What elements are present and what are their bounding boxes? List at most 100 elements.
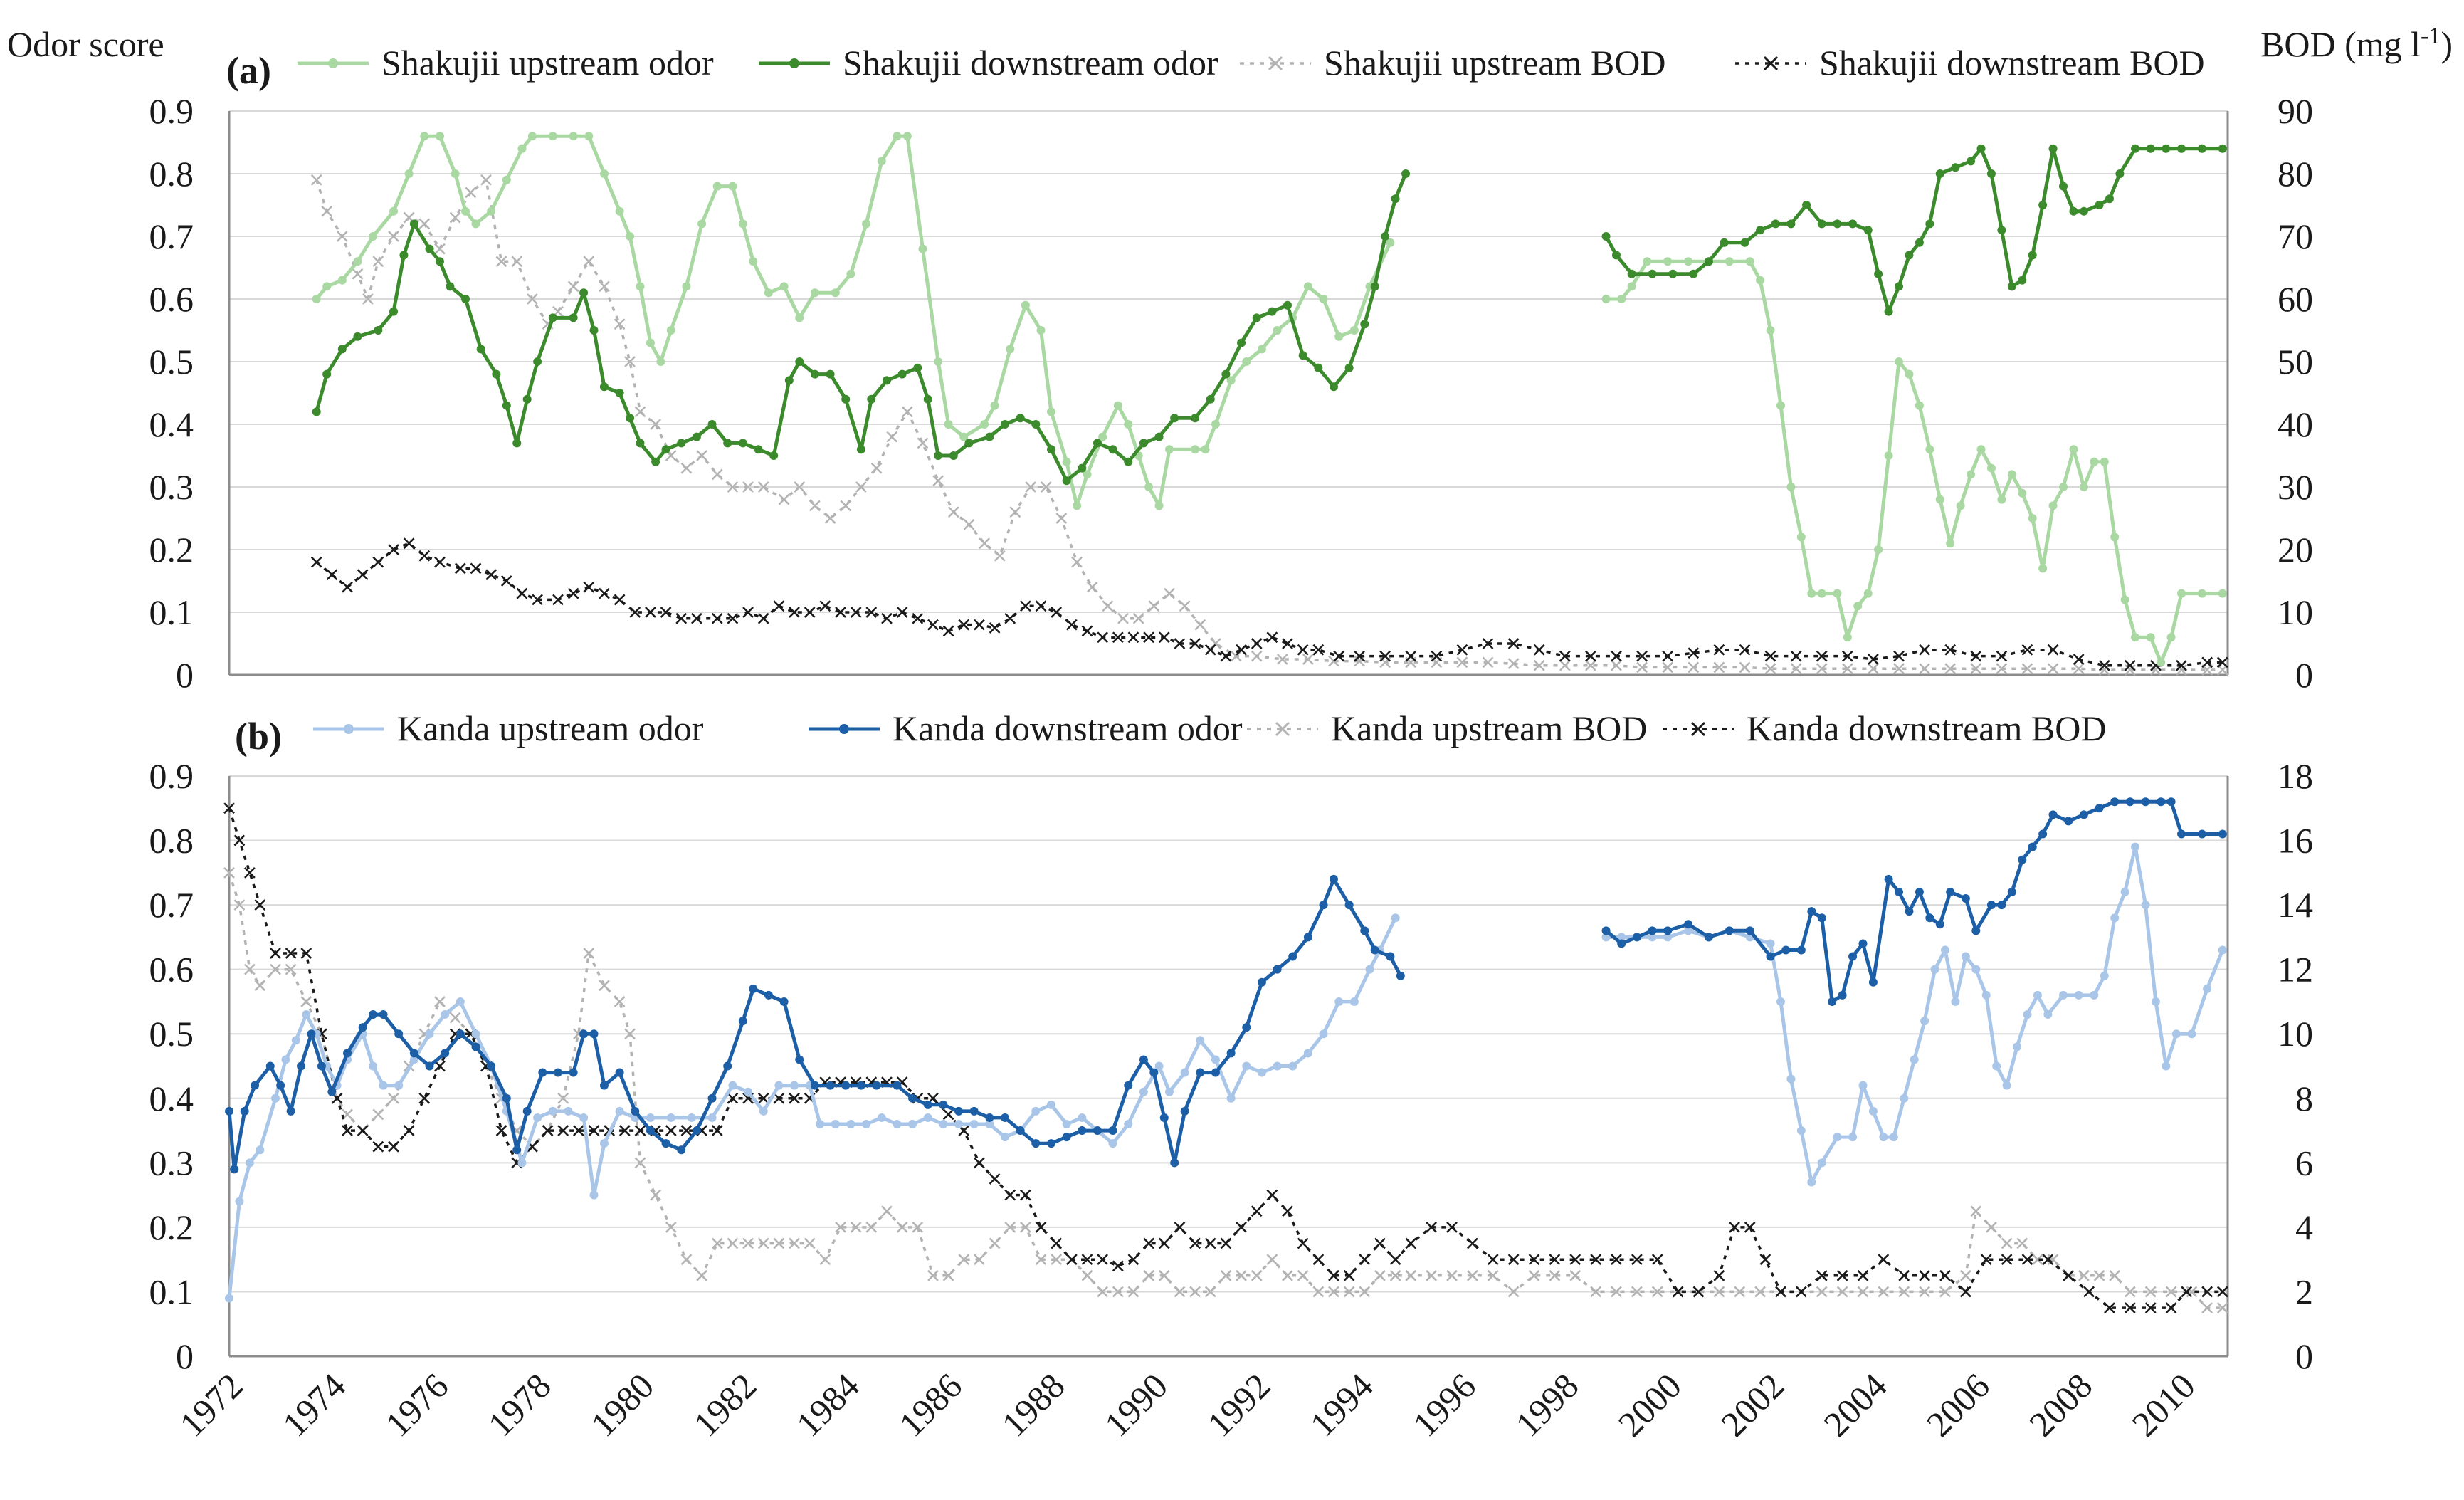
y-tick-left: 0.5: [149, 342, 194, 382]
data-point: [1374, 1237, 1386, 1249]
data-point: [1031, 420, 1041, 429]
data-point: [343, 1049, 352, 1058]
data-point: [1720, 238, 1729, 247]
data-point: [1370, 945, 1379, 955]
data-point: [1189, 1237, 1201, 1249]
data-point: [449, 1012, 461, 1024]
data-point: [2216, 656, 2228, 668]
data-point: [1632, 933, 1641, 942]
data-point: [1874, 269, 1883, 278]
data-point: [2001, 1254, 2013, 1266]
data-point: [774, 1081, 784, 1090]
data-point: [2043, 1010, 2053, 1019]
data-point: [1081, 625, 1093, 637]
data-point: [1379, 650, 1391, 662]
data-point: [1065, 619, 1078, 631]
data-point: [589, 1190, 599, 1200]
data-point: [773, 1237, 785, 1249]
data-point: [1236, 644, 1247, 656]
data-point: [1031, 1139, 1041, 1148]
data-point: [2042, 1254, 2054, 1266]
panel-b-tick-labels: 0 0 0.1 2 0.2 4 0.3 6 0.4 8 0.5 10 0.6 12 0.7 14 0.8 16 0.…: [149, 756, 2314, 1376]
data-point: [778, 493, 790, 505]
data-point: [456, 997, 465, 1006]
data-point: [944, 420, 953, 429]
data-point: [939, 1100, 948, 1109]
data-point: [779, 997, 789, 1006]
data-point: [757, 481, 769, 493]
legend-label: Shakujii downstream odor: [843, 43, 1218, 83]
data-point: [896, 607, 908, 618]
data-point: [322, 369, 332, 379]
data-point: [599, 280, 610, 293]
data-point: [2166, 633, 2176, 642]
legend-marker: [839, 724, 849, 734]
legend-item-kanda-upstream-bod: Kanda upstream BOD: [1247, 708, 1647, 748]
data-point: [1816, 1286, 1828, 1298]
data-point: [2047, 663, 2059, 675]
data-point: [2105, 194, 2114, 204]
data-point: [1051, 607, 1063, 618]
data-point: [1790, 650, 1802, 662]
data-point: [1482, 638, 1494, 649]
y-tick-right: 0: [2295, 655, 2313, 695]
data-point: [626, 414, 635, 423]
data-point: [1211, 1055, 1220, 1064]
data-point: [1836, 1269, 1848, 1281]
data-point: [322, 282, 332, 291]
data-point: [1967, 470, 1976, 479]
data-point: [1159, 1113, 1169, 1122]
data-point: [1093, 1126, 1102, 1136]
data-point: [369, 1010, 378, 1019]
data-point: [1672, 1286, 1684, 1298]
y-tick-right: 14: [2278, 885, 2313, 925]
data-point: [1507, 1286, 1520, 1298]
data-point: [1405, 650, 1417, 662]
data-point: [300, 996, 312, 1007]
data-point: [1201, 445, 1210, 454]
data-point: [1944, 663, 1957, 675]
data-point: [680, 1125, 693, 1136]
data-point: [2131, 842, 2140, 851]
data-point: [1959, 1286, 1971, 1298]
data-point: [2120, 888, 2129, 896]
data-point: [927, 1269, 939, 1281]
data-point: [1776, 997, 1785, 1006]
data-point: [336, 231, 348, 242]
data-point: [1533, 644, 1545, 656]
data-point: [1590, 1286, 1602, 1298]
data-point: [877, 1113, 886, 1122]
data-point: [1739, 644, 1751, 656]
data-point: [1946, 888, 1955, 896]
series-line-kanda-downstream-bod: [228, 807, 2223, 1309]
data-point: [870, 462, 883, 474]
data-point: [2162, 144, 2171, 153]
data-point: [1220, 1237, 1232, 1249]
data-point: [1143, 1237, 1154, 1249]
data-point: [2021, 1254, 2033, 1266]
series-shakujii-downstream-odor: [312, 144, 2227, 486]
data-point: [954, 1106, 964, 1116]
data-point: [495, 256, 507, 268]
y-tick-left: 0.9: [149, 756, 194, 796]
data-point: [1775, 1286, 1786, 1298]
data-point: [773, 1092, 785, 1104]
data-point: [1905, 907, 1914, 916]
data-point: [1333, 650, 1345, 662]
data-point: [2104, 1302, 2115, 1313]
series-line-shakujii-downstream-odor: [1604, 147, 2223, 314]
data-point: [1349, 997, 1359, 1006]
data-point: [1196, 1036, 1205, 1045]
data-point: [533, 1113, 542, 1122]
data-point: [2124, 659, 2136, 671]
data-point: [388, 1140, 399, 1153]
data-point: [441, 1049, 450, 1058]
data-point: [1601, 933, 1611, 942]
data-point: [650, 419, 662, 430]
data-point: [502, 175, 511, 184]
data-point: [1112, 631, 1124, 644]
data-point: [409, 219, 418, 229]
data-point: [312, 407, 321, 416]
y-tick-right: 18: [2278, 756, 2313, 796]
data-point: [1139, 439, 1148, 448]
